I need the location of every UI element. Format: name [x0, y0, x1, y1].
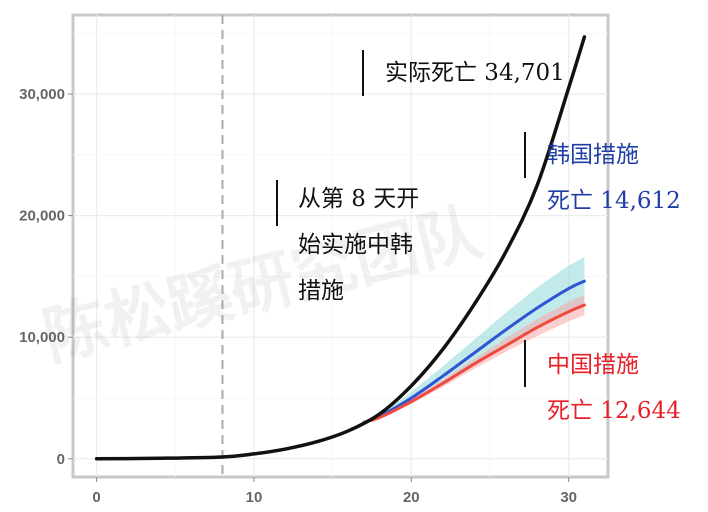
annotation-korea-value: 死亡 14,612	[547, 188, 681, 214]
x-tick-label: 0	[92, 489, 100, 506]
series-line-actual	[94, 35, 587, 461]
annotation-china-title: 中国措施	[547, 352, 639, 378]
x-tick-label: 30	[560, 489, 577, 506]
annotation-china-value: 死亡 12,644	[547, 398, 681, 424]
series-line-china	[362, 303, 586, 424]
annotation-intervention-3: 措施	[298, 278, 344, 304]
x-tick-label: 20	[403, 489, 420, 506]
annotation-korea-title: 韩国措施	[547, 142, 639, 168]
annotation-intervention-2: 始实施中韩	[298, 232, 413, 258]
annotation-actual: 实际死亡 34,701	[385, 60, 565, 86]
series-line-korea	[362, 279, 586, 424]
annotation-bar-china	[524, 340, 526, 387]
annotation-bar-korea	[524, 132, 526, 178]
confidence-band-korea	[364, 256, 585, 423]
plot-panel	[71, 13, 610, 479]
annotation-bar-intervention	[276, 180, 278, 226]
annotation-bar-actual	[362, 50, 364, 96]
x-tick-label: 10	[246, 489, 263, 506]
annotation-intervention-1: 从第 8 天开	[298, 186, 420, 212]
y-tick-label: 30,000	[19, 86, 65, 103]
y-tick-label: 0	[57, 451, 65, 468]
confidence-band-china	[364, 294, 585, 423]
y-tick-label: 20,000	[19, 208, 65, 225]
y-tick-label: 10,000	[19, 329, 65, 346]
